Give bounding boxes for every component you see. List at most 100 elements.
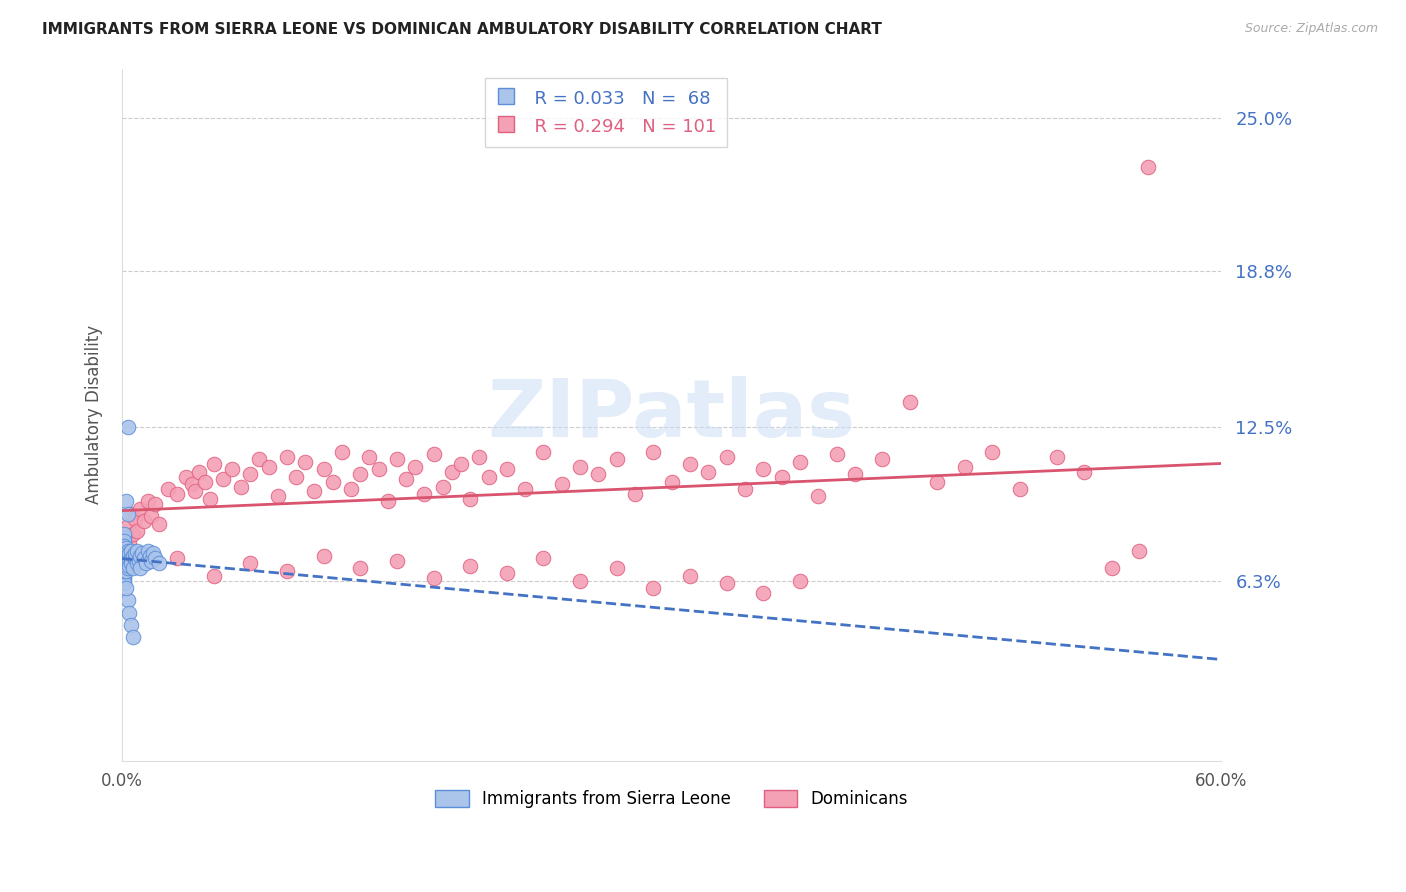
- Point: [112, 536, 135, 550]
- Point: [148, 516, 170, 531]
- Point: [1073, 465, 1095, 479]
- Point: [312, 549, 335, 563]
- Point: [112, 544, 135, 558]
- Point: [132, 551, 155, 566]
- Point: [125, 524, 148, 538]
- Point: [124, 551, 146, 566]
- Point: [679, 568, 702, 582]
- Point: [385, 554, 408, 568]
- Point: [112, 539, 135, 553]
- Point: [825, 447, 848, 461]
- Point: [193, 475, 215, 489]
- Point: [117, 507, 139, 521]
- Point: [120, 507, 142, 521]
- Point: [114, 554, 136, 568]
- Point: [404, 459, 426, 474]
- Point: [114, 544, 136, 558]
- Point: [927, 475, 949, 489]
- Point: [606, 452, 628, 467]
- Point: [114, 546, 136, 560]
- Point: [141, 554, 163, 568]
- Point: [129, 561, 152, 575]
- Point: [117, 546, 139, 560]
- Point: [716, 450, 738, 464]
- Point: [569, 574, 592, 588]
- Legend: Immigrants from Sierra Leone, Dominicans: Immigrants from Sierra Leone, Dominicans: [429, 783, 915, 815]
- Point: [112, 551, 135, 566]
- Point: [114, 581, 136, 595]
- Point: [239, 467, 262, 482]
- Point: [132, 514, 155, 528]
- Point: [112, 574, 135, 588]
- Point: [450, 457, 472, 471]
- Point: [120, 556, 142, 570]
- Point: [129, 501, 152, 516]
- Point: [112, 526, 135, 541]
- Point: [148, 556, 170, 570]
- Point: [413, 487, 436, 501]
- Point: [174, 469, 197, 483]
- Point: [1128, 544, 1150, 558]
- Point: [569, 459, 592, 474]
- Point: [114, 558, 136, 573]
- Point: [112, 566, 135, 580]
- Point: [844, 467, 866, 482]
- Y-axis label: Ambulatory Disability: Ambulatory Disability: [86, 326, 103, 504]
- Point: [142, 546, 165, 560]
- Point: [981, 445, 1004, 459]
- Point: [125, 556, 148, 570]
- Point: [367, 462, 389, 476]
- Point: [349, 467, 371, 482]
- Point: [643, 445, 665, 459]
- Point: [734, 482, 756, 496]
- Point: [112, 556, 135, 570]
- Point: [112, 564, 135, 578]
- Point: [377, 494, 399, 508]
- Point: [117, 556, 139, 570]
- Point: [114, 494, 136, 508]
- Point: [495, 566, 517, 580]
- Point: [239, 556, 262, 570]
- Point: [131, 546, 153, 560]
- Point: [112, 546, 135, 560]
- Point: [122, 526, 145, 541]
- Point: [124, 546, 146, 560]
- Point: [1045, 450, 1067, 464]
- Point: [138, 549, 160, 563]
- Point: [202, 457, 225, 471]
- Point: [515, 482, 537, 496]
- Point: [117, 519, 139, 533]
- Point: [125, 544, 148, 558]
- Point: [276, 564, 298, 578]
- Point: [118, 606, 141, 620]
- Point: [136, 494, 159, 508]
- Point: [221, 462, 243, 476]
- Point: [129, 549, 152, 563]
- Point: [679, 457, 702, 471]
- Point: [267, 490, 290, 504]
- Point: [114, 564, 136, 578]
- Point: [624, 487, 647, 501]
- Point: [294, 455, 316, 469]
- Point: [112, 532, 135, 546]
- Point: [114, 551, 136, 566]
- Point: [188, 465, 211, 479]
- Point: [118, 554, 141, 568]
- Point: [340, 482, 363, 496]
- Point: [385, 452, 408, 467]
- Point: [359, 450, 381, 464]
- Point: [953, 459, 976, 474]
- Point: [118, 546, 141, 560]
- Point: [112, 561, 135, 575]
- Point: [118, 549, 141, 563]
- Point: [135, 556, 157, 570]
- Point: [807, 490, 830, 504]
- Point: [716, 576, 738, 591]
- Point: [114, 556, 136, 570]
- Point: [789, 574, 811, 588]
- Point: [1137, 161, 1160, 175]
- Point: [114, 561, 136, 575]
- Point: [120, 618, 142, 632]
- Point: [697, 465, 720, 479]
- Point: [440, 465, 463, 479]
